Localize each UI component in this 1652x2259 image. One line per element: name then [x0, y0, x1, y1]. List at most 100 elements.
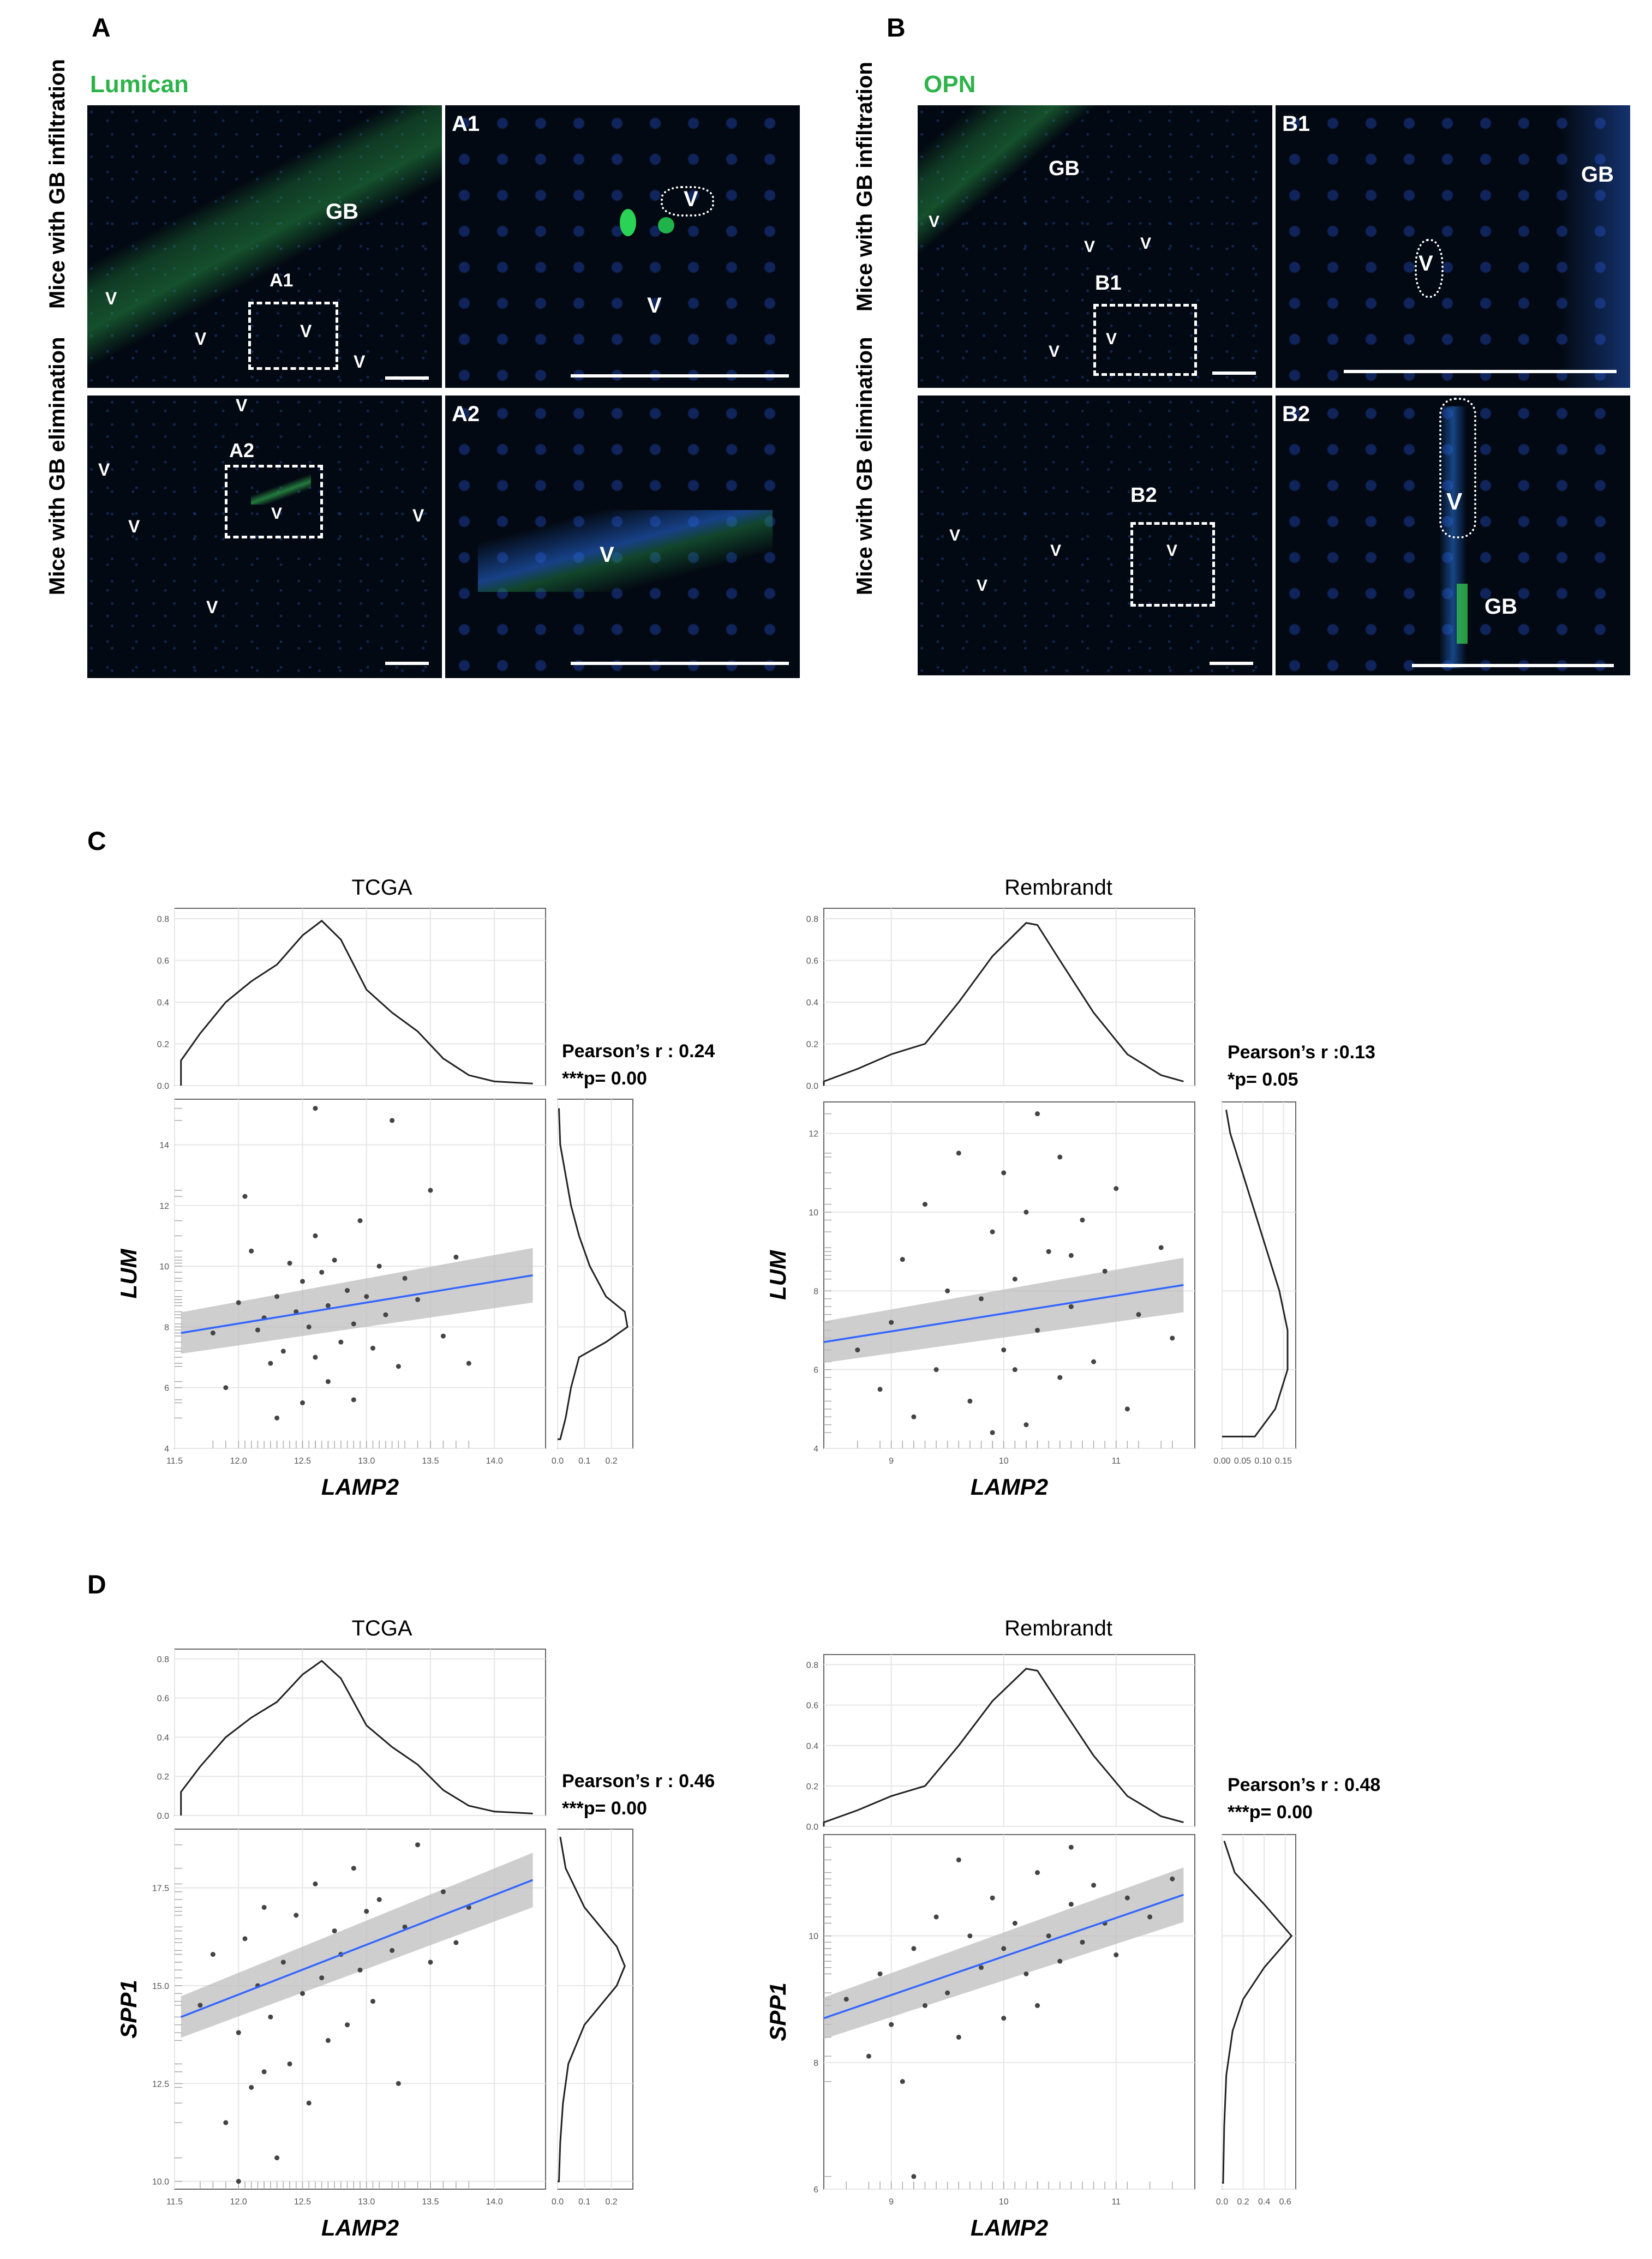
data-point [242, 1936, 248, 1942]
data-point [223, 1385, 229, 1391]
data-point [933, 1367, 939, 1373]
data-point [1091, 1359, 1097, 1364]
x-tick-label: 12.5 [294, 1457, 311, 1466]
data-point [1012, 1921, 1017, 1926]
tick-label: 0.8 [157, 1655, 169, 1664]
tick-label: 0.6 [806, 957, 818, 966]
right-density-line [1222, 1841, 1293, 2184]
micrograph-b-elimination: B2 V V V V [918, 396, 1272, 675]
x-axis-label: LAMP2 [321, 1474, 399, 1500]
data-point [313, 1881, 318, 1886]
data-point [1136, 1312, 1141, 1317]
y-tick-label: 17.5 [152, 1884, 169, 1894]
x-tick-label: 9 [889, 2197, 894, 2207]
y-tick-label: 10.0 [152, 2178, 169, 2187]
right-density-line [558, 1837, 626, 2183]
cell-green [620, 209, 636, 236]
y-tick-label: 12 [809, 1130, 818, 1139]
x-axis-label: LAMP2 [321, 2215, 399, 2240]
data-point [319, 1269, 325, 1275]
data-point [440, 1889, 446, 1895]
y-tick-label: 10 [809, 1932, 818, 1942]
data-point [325, 2038, 331, 2043]
data-point [390, 1948, 395, 1953]
confidence-band [181, 1248, 533, 1354]
tick-label: 0.2 [605, 2197, 617, 2207]
data-point [345, 1288, 350, 1293]
top-density-frame [174, 908, 546, 1086]
confidence-band [181, 1853, 533, 2038]
regression-line [823, 1284, 1184, 1343]
y-tick-label: 10 [159, 1262, 169, 1272]
data-point [268, 1361, 273, 1366]
data-point [242, 1194, 248, 1199]
data-point [1001, 1347, 1007, 1353]
x-tick-label: 11.5 [166, 1457, 183, 1466]
y-tick-label: 8 [813, 1287, 818, 1296]
right-density-frame [1222, 1834, 1296, 2190]
stain-label-opn: OPN [924, 71, 976, 98]
data-point [933, 1914, 939, 1920]
data-point [383, 1312, 388, 1317]
micrograph-b-infiltration: GB V V V B1 V V [918, 105, 1272, 388]
top-density-line [180, 1659, 533, 1815]
p-value-stat: ***p= 0.00 [562, 1798, 647, 1819]
micrograph-a2: A2 V [445, 396, 800, 678]
vessel-outline [661, 186, 714, 217]
data-point [1068, 1844, 1074, 1850]
x-tick-label: 13.5 [422, 1457, 439, 1466]
data-point [1068, 1304, 1074, 1309]
zoom-box-a2 [225, 465, 323, 538]
data-point [236, 2030, 241, 2035]
tick-label: 0.15 [1275, 1457, 1292, 1466]
micrograph-a1: A1 V V [445, 105, 800, 388]
x-tick-label: 14.0 [486, 1457, 503, 1466]
scale-bar [1412, 664, 1614, 667]
data-point [945, 1990, 950, 1996]
data-point [1170, 1335, 1175, 1341]
data-point [274, 2155, 280, 2161]
scale-bar [571, 374, 789, 378]
y-axis-label: LUM [116, 1249, 141, 1299]
tick-label: 0.2 [806, 1040, 818, 1050]
data-point [306, 2100, 312, 2106]
top-density-line [823, 1668, 1184, 1826]
tick-label: 0.2 [806, 1782, 818, 1791]
regression-line [181, 1879, 534, 2018]
scatter-chart-c-tcga: TCGA 0.0 0.2 0.4 0.6 0.8 Pearson’s r : 0.24 ***… [116, 876, 715, 1500]
data-point [1068, 1902, 1074, 1907]
scale-bar [571, 662, 789, 665]
data-point [956, 1857, 961, 1862]
data-point [1001, 1946, 1007, 1951]
pearson-stat: Pearson’s r : 0.46 [562, 1771, 715, 1791]
tick-label: 0.00 [1213, 1457, 1230, 1466]
micrograph-a-elimination: V A2 V V V V V [87, 396, 442, 678]
right-density-line [1222, 1110, 1289, 1437]
x-tick-label: 13.0 [358, 2197, 375, 2207]
data-point [1046, 1933, 1051, 1939]
tick-label: 0.2 [157, 1040, 169, 1050]
x-tick-label: 9 [889, 1457, 894, 1466]
data-point [280, 1960, 286, 1965]
data-point [319, 1975, 325, 1981]
data-point [1001, 1170, 1007, 1176]
tick-label: 0.8 [157, 915, 169, 924]
data-point [300, 1991, 305, 1996]
data-point [911, 2174, 917, 2179]
x-tick-label: 14.0 [486, 2197, 503, 2207]
row-label-infiltration: Mice with GB infiltration [853, 62, 877, 311]
data-point [268, 2014, 273, 2020]
p-value-stat: *p= 0.05 [1228, 1069, 1298, 1090]
data-point [357, 1218, 363, 1224]
scale-bar [385, 376, 429, 380]
x-tick-label: 13.0 [358, 1457, 375, 1466]
data-point [325, 1303, 331, 1308]
data-point [1001, 2016, 1007, 2021]
top-density-frame [174, 1649, 546, 1816]
row-label-elimination: Mice with GB elimination [45, 337, 69, 595]
zoom-box-a1 [248, 302, 338, 370]
data-point [376, 1897, 382, 1902]
row-label-elimination: Mice with GB elimination [853, 337, 877, 595]
data-point [236, 2179, 241, 2184]
x-tick-label: 11 [1111, 1457, 1121, 1466]
